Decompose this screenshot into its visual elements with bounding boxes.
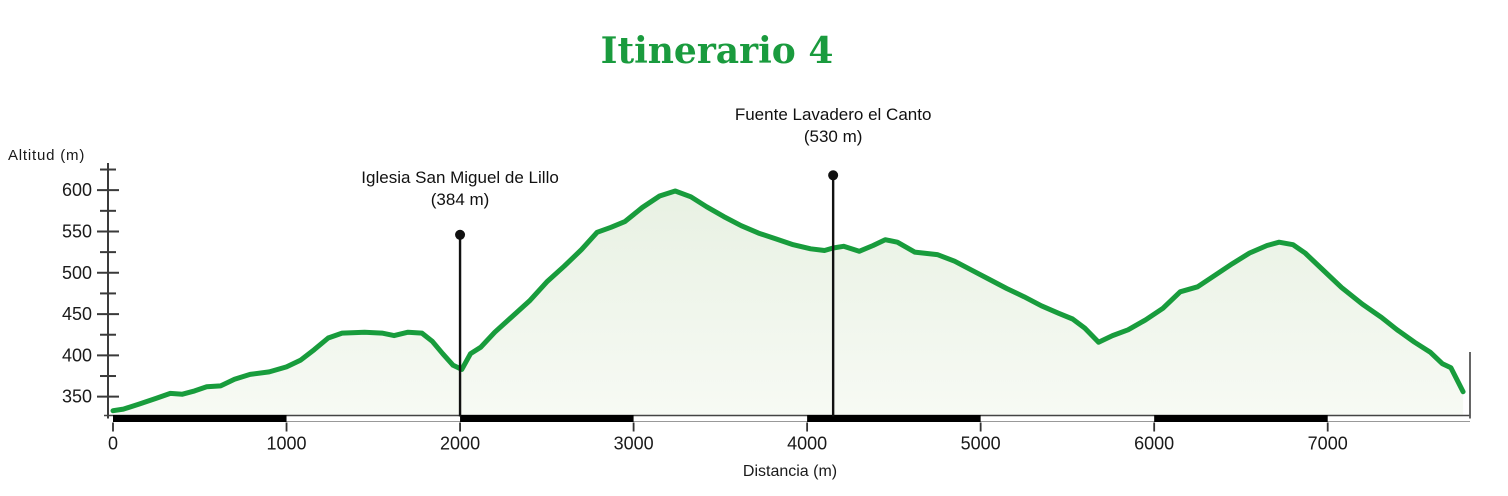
x-tick-label: 5000 — [961, 434, 1001, 454]
scalebar-segment — [1154, 415, 1328, 422]
y-tick-label: 500 — [62, 263, 92, 283]
y-tick-label: 550 — [62, 221, 92, 241]
y-axis: 350 400 450 500 550 600 — [62, 163, 119, 419]
waypoint-marker — [828, 170, 839, 417]
scalebar-segment — [113, 415, 287, 422]
y-tick-label: 400 — [62, 345, 92, 365]
x-tick-label: 0 — [108, 434, 118, 454]
x-tick-label: 2000 — [440, 434, 480, 454]
annotation-iglesia-label: Iglesia San Miguel de Lillo — [361, 168, 559, 187]
elevation-line — [110, 188, 1466, 414]
x-tick-label: 4000 — [787, 434, 827, 454]
waypoint-marker — [455, 229, 466, 417]
y-tick-label: 450 — [62, 304, 92, 324]
annotation-iglesia: Iglesia San Miguel de Lillo (384 m) — [361, 167, 559, 211]
x-axis-title: Distancia (m) — [742, 463, 838, 480]
annotation-iglesia-value: (384 m) — [430, 190, 490, 209]
annotation-fuente-value: (530 m) — [803, 127, 863, 146]
x-tick-label: 7000 — [1308, 434, 1348, 454]
elevation-area — [113, 191, 1464, 417]
y-axis-title: Altitud (m) — [8, 147, 86, 164]
x-tick-label: 3000 — [614, 434, 654, 454]
x-tick-label: 1000 — [267, 434, 307, 454]
y-tick-label: 600 — [62, 180, 92, 200]
annotation-fuente: Fuente Lavadero el Canto (530 m) — [735, 104, 932, 148]
chart-title: Itinerario 4 — [600, 30, 834, 72]
scalebar-segment — [807, 415, 981, 422]
y-tick-label: 350 — [62, 387, 92, 407]
annotation-fuente-label: Fuente Lavadero el Canto — [734, 105, 932, 124]
scalebar-segment — [460, 415, 634, 422]
x-axis: 0 1000 2000 3000 4000 5000 6000 7000 — [104, 414, 1470, 454]
x-tick-label: 6000 — [1134, 434, 1174, 454]
